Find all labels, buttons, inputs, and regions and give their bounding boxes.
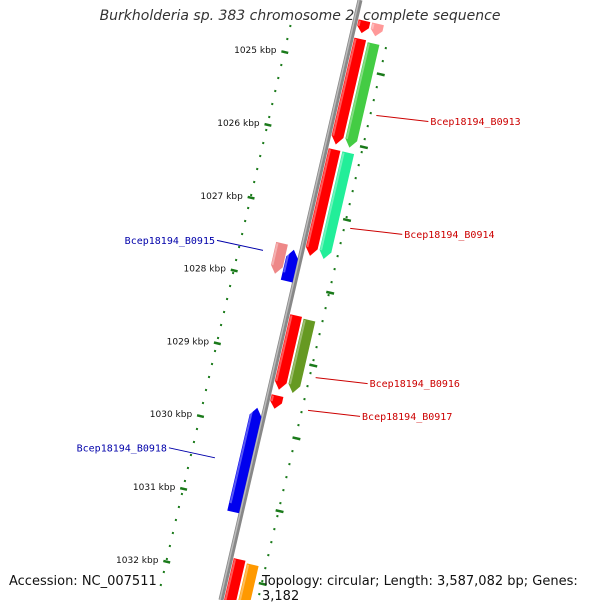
gene-label-group: Bcep18194_B0915	[125, 236, 263, 251]
gene-label: Bcep18194_B0916	[370, 379, 460, 390]
gene-label-leader	[217, 240, 263, 250]
ruler-tick-outer	[377, 73, 385, 75]
gene-label-group: Bcep18194_B0918	[77, 443, 215, 458]
gene-label-leader	[376, 116, 428, 122]
gene-feature	[371, 23, 384, 37]
backbone-layer	[220, 0, 360, 600]
ruler-tick-outer	[326, 292, 334, 294]
ruler-tick	[248, 197, 255, 199]
ruler-tick	[265, 124, 272, 126]
ruler-tick	[180, 488, 187, 490]
backbone-line	[221, 0, 360, 600]
gene-label-leader	[316, 378, 368, 384]
ruler-tick-label: 1025 kbp	[234, 46, 277, 56]
ruler-tick-label: 1029 kbp	[167, 337, 210, 347]
gene-label-leader	[350, 228, 402, 234]
ruler-tick-label: 1031 kbp	[133, 483, 176, 493]
ruler-tick	[163, 561, 170, 563]
gene-arrow-shine	[359, 21, 360, 26]
ruler-tick-label: 1028 kbp	[184, 265, 227, 275]
gene-label: Bcep18194_B0918	[77, 443, 167, 454]
ruler-tick	[231, 270, 238, 272]
ruler-tick-label: 1032 kbp	[116, 556, 159, 566]
backbone-highlight	[220, 0, 359, 600]
gene-label-leader	[169, 448, 215, 458]
ruler-tick-outer	[309, 365, 317, 367]
gene-label: Bcep18194_B0914	[404, 230, 494, 241]
gene-label: Bcep18194_B0917	[362, 412, 452, 423]
ruler-tick-outer	[343, 219, 351, 221]
gene-label-leader	[308, 410, 360, 416]
gene-label: Bcep18194_B0915	[125, 236, 215, 247]
feature-layer	[222, 19, 384, 600]
gene-label-group: Bcep18194_B0916	[316, 378, 460, 391]
gene-feature	[357, 19, 370, 33]
ruler-tick-outer	[360, 146, 368, 148]
gene-label-group: Bcep18194_B0917	[308, 410, 452, 423]
gene-label-group: Bcep18194_B0914	[350, 228, 494, 241]
ruler-tick	[281, 51, 288, 53]
ruler-tick-label: 1030 kbp	[150, 410, 193, 420]
accession-text: Accession: NC_007511	[9, 574, 157, 589]
ruler-tick-outer	[293, 437, 301, 439]
ruler-tick-outer	[276, 510, 284, 512]
ruler-tick-label: 1026 kbp	[217, 119, 260, 129]
ruler-tick	[214, 343, 221, 345]
gene-feature	[270, 394, 283, 408]
label-layer: Bcep18194_B0913 Bcep18194_B0914 Bcep18194_…	[77, 116, 521, 458]
ruler-tick	[197, 415, 204, 417]
ruler-tick-label: 1027 kbp	[200, 192, 243, 202]
gene-label: Bcep18194_B0913	[430, 117, 520, 128]
gene-arrow-shine	[272, 396, 273, 402]
gene-arrow-shine	[372, 24, 373, 29]
gene-label-group: Bcep18194_B0913	[376, 116, 520, 128]
